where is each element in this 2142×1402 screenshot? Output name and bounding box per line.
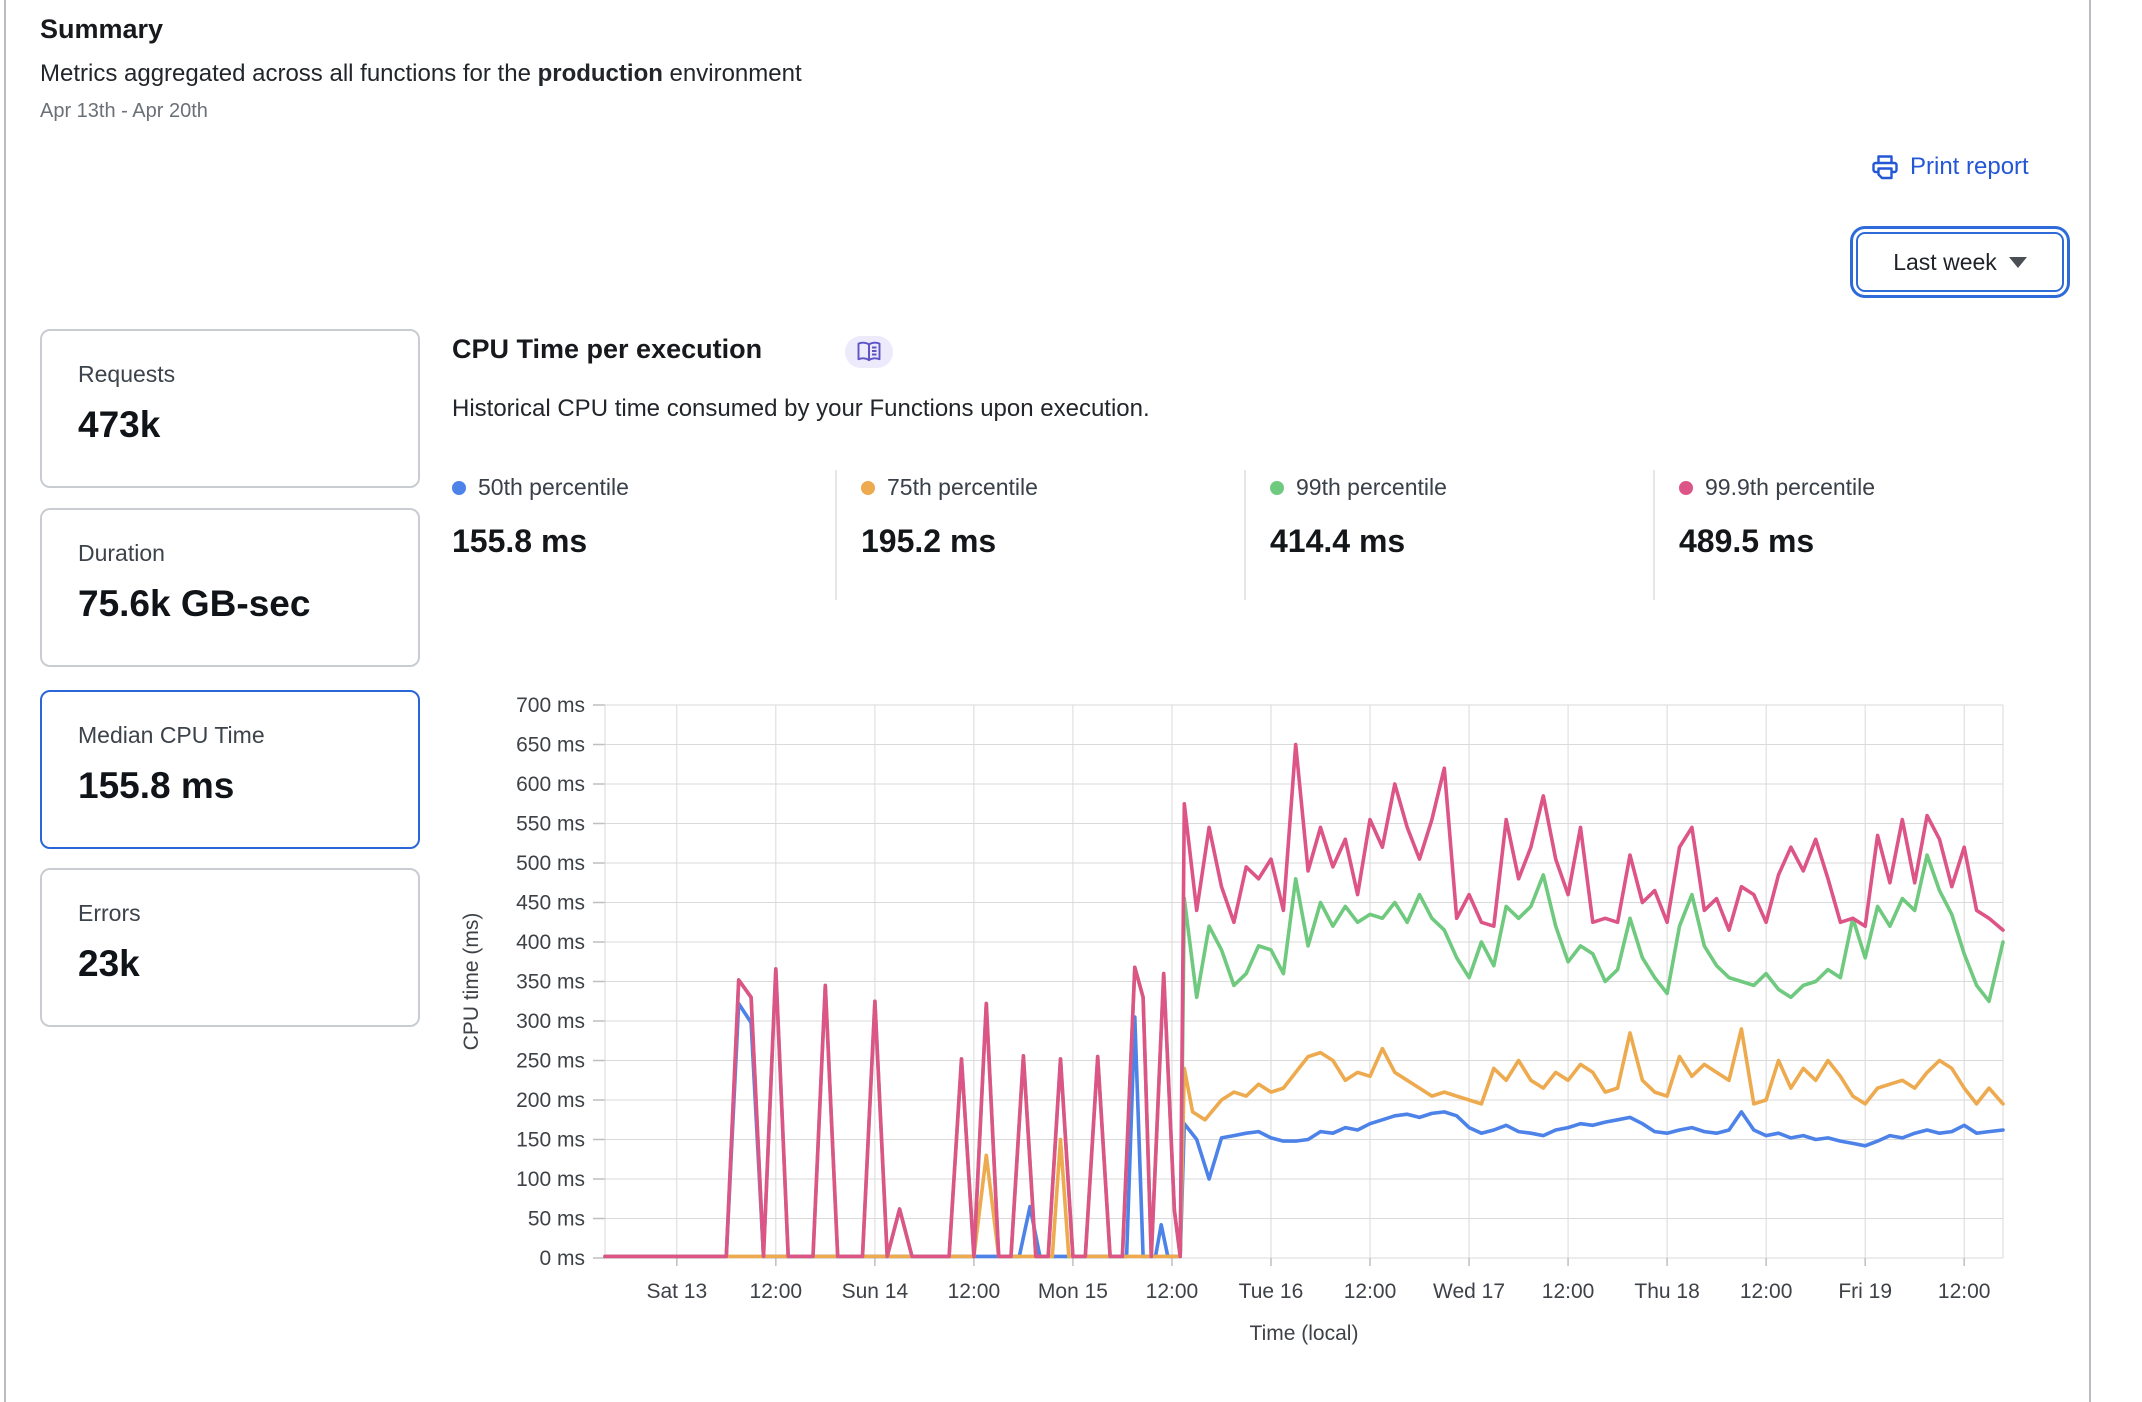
p99-dot-icon (1270, 480, 1284, 495)
svg-text:500 ms: 500 ms (516, 852, 585, 875)
open-book-icon (856, 340, 882, 364)
subtitle-suffix: environment (662, 60, 802, 87)
stat-card-requests[interactable]: Requests 473k (40, 329, 420, 488)
svg-text:100 ms: 100 ms (516, 1168, 585, 1191)
svg-text:Fri 19: Fri 19 (1838, 1280, 1892, 1303)
right-page-border (2089, 0, 2091, 1402)
chart-canvas[interactable]: 0 ms 50 ms 100 ms 150 ms 200 ms 250 ms 300 ms 3… (440, 690, 2060, 1370)
svg-text:Time (local): Time (local) (1250, 1322, 1359, 1345)
page-title: Summary (40, 14, 164, 44)
svg-text:12:00: 12:00 (948, 1280, 1001, 1303)
svg-text:600 ms: 600 ms (516, 773, 585, 796)
svg-text:0 ms: 0 ms (539, 1247, 585, 1270)
date-range: Apr 13th - Apr 20th (40, 100, 208, 122)
legend-label: 99.9th percentile (1705, 474, 1876, 500)
cpu-time-line-chart[interactable]: 0 ms 50 ms 100 ms 150 ms 200 ms 250 ms 300 ms 3… (440, 690, 2060, 1370)
legend-value: 489.5 ms (1679, 523, 1815, 559)
subtitle-prefix: Metrics aggregated across all functions … (40, 60, 538, 87)
p50-dot-icon (452, 480, 466, 495)
stat-card-duration[interactable]: Duration 75.6k GB-sec (40, 508, 420, 667)
svg-text:Sat 13: Sat 13 (646, 1280, 707, 1303)
stat-card-median-cpu-time[interactable]: Median CPU Time 155.8 ms (40, 690, 420, 849)
environment-name: production (537, 60, 663, 87)
svg-text:12:00: 12:00 (1542, 1280, 1595, 1303)
docs-badge-button[interactable] (845, 336, 893, 368)
svg-text:250 ms: 250 ms (516, 1050, 585, 1073)
time-range-selector[interactable]: Last week (1856, 232, 2064, 292)
svg-text:650 ms: 650 ms (516, 734, 585, 757)
svg-text:12:00: 12:00 (1740, 1280, 1793, 1303)
svg-text:50 ms: 50 ms (528, 1208, 585, 1231)
left-page-border (4, 0, 6, 1402)
legend-item-p999[interactable]: 99.9th percentile 489.5 ms (1653, 470, 2062, 600)
legend-item-p99[interactable]: 99th percentile 414.4 ms (1244, 470, 1653, 600)
chart-description: Historical CPU time consumed by your Fun… (452, 395, 1150, 422)
svg-text:Wed 17: Wed 17 (1433, 1280, 1505, 1303)
svg-text:CPU time (ms): CPU time (ms) (460, 913, 483, 1051)
svg-text:200 ms: 200 ms (516, 1089, 585, 1112)
stat-card-value: 75.6k GB-sec (78, 583, 311, 624)
stat-card-label: Errors (78, 900, 141, 926)
print-report-label: Print report (1910, 153, 2029, 180)
legend-item-p50[interactable]: 50th percentile 155.8 ms (452, 470, 835, 600)
legend-value: 414.4 ms (1270, 523, 1406, 559)
legend-item-p75[interactable]: 75th percentile 195.2 ms (835, 470, 1244, 600)
svg-text:Thu 18: Thu 18 (1634, 1280, 1699, 1303)
chevron-down-icon (2008, 256, 2027, 268)
svg-text:400 ms: 400 ms (516, 931, 585, 954)
svg-text:12:00: 12:00 (1938, 1280, 1991, 1303)
legend-label: 99th percentile (1296, 474, 1447, 500)
svg-text:12:00: 12:00 (1146, 1280, 1199, 1303)
print-report-link[interactable]: Print report (1870, 152, 2029, 182)
stat-card-value: 155.8 ms (78, 765, 235, 806)
stat-card-label: Requests (78, 361, 176, 387)
stat-card-label: Median CPU Time (78, 722, 265, 748)
p999-dot-icon (1679, 480, 1693, 495)
svg-text:350 ms: 350 ms (516, 971, 585, 994)
svg-text:12:00: 12:00 (750, 1280, 803, 1303)
svg-text:550 ms: 550 ms (516, 813, 585, 836)
svg-text:300 ms: 300 ms (516, 1010, 585, 1033)
stat-card-value: 23k (78, 943, 140, 984)
svg-text:Mon 15: Mon 15 (1038, 1280, 1108, 1303)
time-range-value: Last week (1893, 248, 1997, 275)
legend-value: 155.8 ms (452, 523, 588, 559)
svg-text:450 ms: 450 ms (516, 892, 585, 915)
legend-value: 195.2 ms (861, 523, 997, 559)
p75-dot-icon (861, 480, 875, 495)
stat-card-errors[interactable]: Errors 23k (40, 868, 420, 1027)
page-subtitle: Metrics aggregated across all functions … (40, 60, 802, 88)
chart-title: CPU Time per execution (452, 334, 763, 364)
stat-card-label: Duration (78, 540, 165, 566)
svg-text:Sun 14: Sun 14 (842, 1280, 909, 1303)
printer-icon (1870, 152, 1900, 182)
legend-label: 50th percentile (478, 474, 629, 500)
svg-text:150 ms: 150 ms (516, 1129, 585, 1152)
svg-text:Tue 16: Tue 16 (1239, 1280, 1304, 1303)
svg-text:12:00: 12:00 (1344, 1280, 1397, 1303)
chart-legend: 50th percentile 155.8 ms 75th percentile… (452, 470, 2062, 600)
stat-card-value: 473k (78, 404, 161, 445)
legend-label: 75th percentile (887, 474, 1038, 500)
svg-text:700 ms: 700 ms (516, 694, 585, 717)
